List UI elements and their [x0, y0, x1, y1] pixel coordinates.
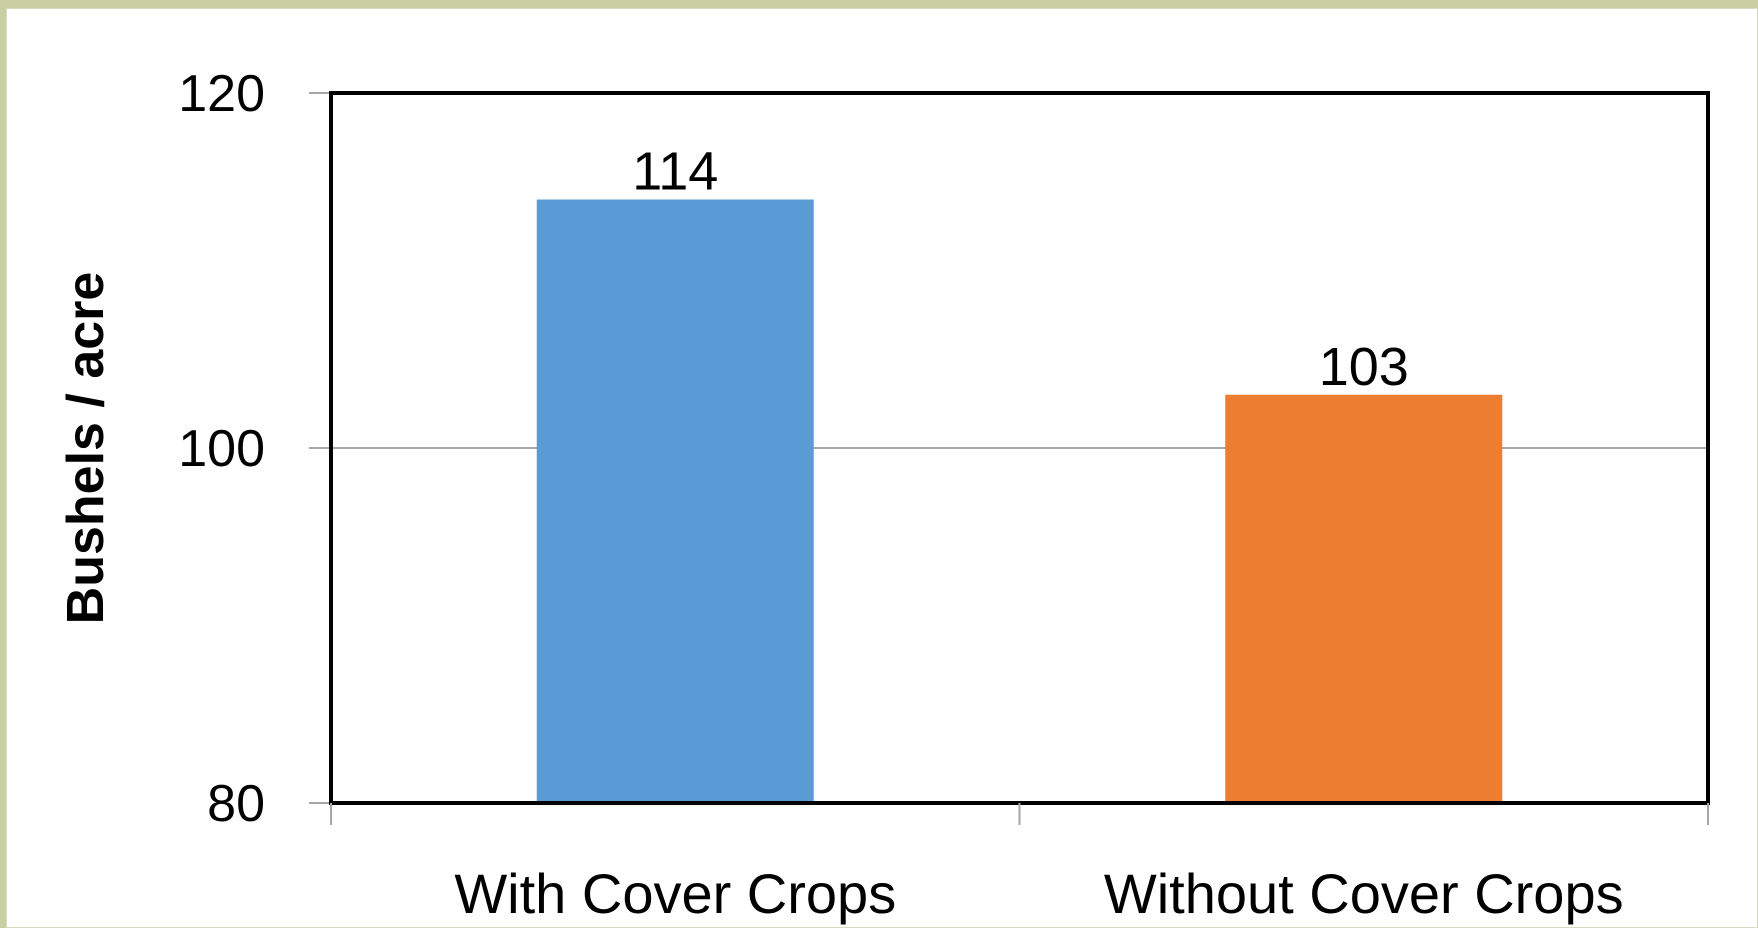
y-axis-tick-labels: 80 100 120	[178, 65, 265, 833]
bar-1	[536, 199, 814, 803]
y-tick-label: 120	[178, 65, 265, 123]
y-tick-label: 100	[178, 420, 265, 478]
bar-2	[1225, 394, 1503, 803]
data-label-1: 114	[632, 142, 718, 202]
y-axis-label: Bushels / acre	[57, 272, 115, 625]
category-label-2: Without Cover Crops	[1104, 862, 1624, 925]
data-labels: 114 103	[632, 142, 1409, 397]
bars	[536, 199, 1503, 803]
x-axis-ticks	[330, 803, 1709, 825]
category-labels: With Cover Crops Without Cover Crops	[454, 862, 1623, 925]
data-label-2: 103	[1319, 337, 1409, 397]
y-tick-label: 80	[207, 775, 265, 833]
category-label-1: With Cover Crops	[454, 862, 896, 925]
